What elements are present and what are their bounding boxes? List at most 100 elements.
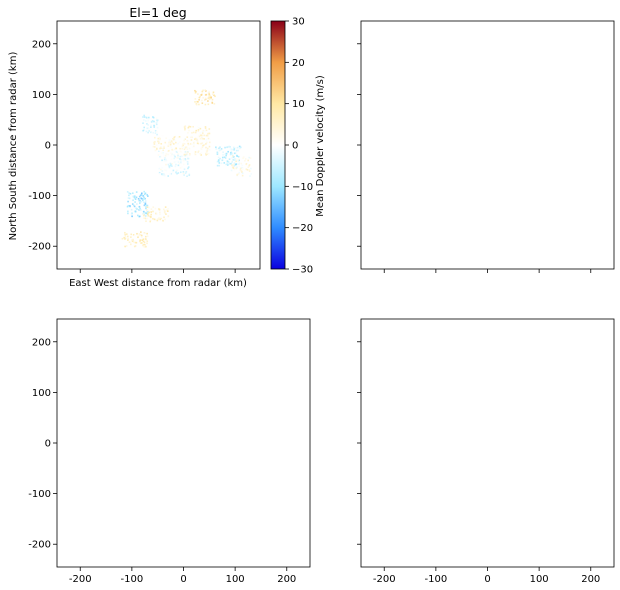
- echo-gate: [142, 244, 144, 247]
- echo-gate: [204, 103, 207, 106]
- echo-gate: [233, 148, 236, 150]
- echo-gate: [165, 169, 168, 172]
- echo-gate: [143, 213, 146, 216]
- echo-gate: [191, 146, 194, 148]
- echo-gate: [124, 238, 126, 240]
- echo-gate: [247, 159, 249, 162]
- echo-gate: [236, 173, 239, 176]
- echo-gate: [190, 139, 193, 141]
- echo-gate: [185, 146, 188, 148]
- echo-gate: [176, 169, 179, 172]
- echo-gate: [131, 192, 134, 194]
- echo-gate: [143, 245, 146, 247]
- echo-gate: [131, 203, 134, 205]
- echo-gate: [152, 217, 154, 220]
- echo-field: [121, 89, 253, 248]
- echo-gate: [183, 148, 186, 151]
- echo-gate: [186, 139, 189, 142]
- echo-gate: [187, 157, 190, 160]
- echo-gate: [227, 163, 229, 166]
- echo-gate: [200, 147, 202, 150]
- echo-gate: [217, 160, 220, 163]
- echo-gate: [131, 240, 134, 243]
- echo-gate: [121, 237, 124, 240]
- echo-gate: [173, 154, 175, 157]
- echo-gate: [131, 215, 133, 218]
- echo-gate: [146, 242, 148, 245]
- echo-gate: [177, 136, 179, 139]
- colorbar-tick-label: 10: [292, 99, 305, 110]
- echo-gate: [177, 153, 179, 155]
- echo-gate: [156, 120, 159, 123]
- echo-gate: [238, 145, 241, 148]
- echo-gate: [249, 175, 251, 177]
- echo-gate: [241, 164, 244, 167]
- echo-gate: [162, 149, 165, 151]
- echo-gate: [181, 145, 184, 147]
- echo-gate: [191, 136, 194, 139]
- echo-gate: [201, 137, 203, 140]
- echo-gate: [130, 233, 133, 236]
- echo-gate: [248, 170, 251, 172]
- echo-gate: [235, 163, 238, 165]
- echo-gate: [163, 214, 165, 216]
- echo-gate: [180, 162, 183, 164]
- echo-gate: [147, 209, 149, 212]
- echo-gate: [130, 243, 132, 246]
- echo-gate: [182, 143, 185, 145]
- echo-gate: [207, 134, 210, 136]
- echo-gate: [179, 167, 182, 169]
- echo-gate: [186, 155, 188, 158]
- echo-gate: [233, 163, 235, 166]
- echo-gate: [147, 214, 150, 217]
- echo-gate: [204, 130, 206, 132]
- panel-title: El=1 deg: [129, 5, 186, 20]
- echo-gate: [174, 155, 176, 158]
- echo-gate: [156, 219, 159, 222]
- echo-gate: [230, 162, 233, 165]
- echo-gate: [201, 146, 204, 149]
- echo-gate: [171, 171, 174, 173]
- echo-gate: [199, 133, 202, 135]
- echo-gate: [133, 205, 136, 208]
- echo-gate: [243, 158, 246, 161]
- echo-gate: [185, 152, 188, 154]
- echo-gate: [228, 161, 230, 163]
- echo-gate: [217, 159, 220, 161]
- x-tick-label: 0: [180, 574, 186, 585]
- echo-gate: [163, 145, 165, 148]
- echo-gate: [193, 141, 196, 144]
- echo-gate: [178, 159, 180, 161]
- echo-gate: [183, 138, 186, 140]
- echo-gate: [189, 143, 192, 145]
- echo-gate: [126, 205, 129, 208]
- echo-gate: [172, 169, 175, 172]
- echo-gate: [175, 150, 178, 153]
- echo-gate: [208, 93, 211, 95]
- echo-gate: [135, 207, 138, 210]
- echo-gate: [136, 203, 138, 205]
- echo-gate: [142, 122, 144, 124]
- echo-gate: [244, 159, 246, 162]
- echo-gate: [142, 217, 145, 219]
- echo-gate: [147, 195, 149, 197]
- echo-gate: [245, 168, 248, 170]
- echo-gate: [146, 217, 149, 220]
- echo-gate: [164, 158, 167, 161]
- echo-gate: [168, 149, 170, 152]
- echo-gate: [144, 238, 147, 240]
- echo-gate: [222, 153, 224, 156]
- echo-gate: [157, 218, 160, 220]
- echo-gate: [207, 96, 210, 99]
- plot-frame: [360, 20, 615, 270]
- tick-marks: [357, 43, 592, 273]
- echo-gate: [167, 208, 170, 210]
- echo-gate: [142, 213, 144, 216]
- echo-gate: [140, 236, 143, 238]
- echo-gate: [166, 143, 169, 146]
- echo-gate: [151, 132, 153, 134]
- echo-gate: [150, 213, 152, 216]
- echo-gate: [133, 245, 136, 248]
- echo-gate: [150, 124, 152, 127]
- echo-gate: [150, 120, 153, 122]
